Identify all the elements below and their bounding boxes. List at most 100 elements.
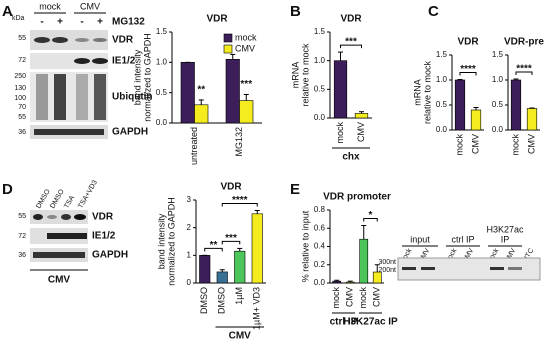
x-tick-label: DMSO bbox=[217, 287, 227, 314]
lane-label: TSA bbox=[63, 194, 76, 210]
y-tick-label: 0.5 bbox=[156, 88, 168, 97]
sign: + bbox=[97, 17, 103, 28]
x-tick-label: mock bbox=[335, 122, 345, 144]
sig-label: * bbox=[369, 210, 373, 221]
sig-label: *** bbox=[240, 79, 252, 90]
marker: 55 bbox=[18, 114, 26, 121]
smear bbox=[76, 74, 88, 120]
sig-bracket bbox=[340, 44, 362, 49]
y-tick-label: 0.6 bbox=[314, 223, 326, 232]
chart-title: VDR bbox=[206, 14, 228, 25]
band bbox=[34, 129, 104, 135]
panel-letter: C bbox=[428, 3, 439, 20]
y-axis-label: band intensity bbox=[132, 49, 142, 105]
treatment-label: MG132 bbox=[112, 17, 145, 28]
panel-letter: A bbox=[2, 3, 13, 20]
band bbox=[74, 214, 86, 220]
sig-bracket bbox=[204, 247, 223, 252]
y-tick-label: 0.5 bbox=[436, 100, 448, 109]
sig-bracket bbox=[221, 240, 241, 245]
blot-label: IE1/2 bbox=[92, 231, 116, 242]
x-tick-label: CMV bbox=[470, 134, 480, 154]
blot-strip bbox=[30, 210, 88, 224]
smear bbox=[54, 74, 66, 120]
band bbox=[34, 37, 50, 43]
band bbox=[47, 215, 57, 219]
bar bbox=[199, 255, 211, 284]
x-tick-label: mock bbox=[510, 134, 520, 156]
bar bbox=[359, 238, 369, 284]
sig-bracket bbox=[221, 203, 258, 207]
blot-d: DMSO DMSO TSA TSA+VD3 55 72 36 VDR IE1/2… bbox=[18, 179, 128, 285]
y-tick-label: 1.5 bbox=[436, 50, 448, 59]
marker: 55 bbox=[18, 213, 26, 220]
panel-letter: D bbox=[2, 181, 13, 198]
y-axis-label: normalized to GAPDH bbox=[166, 197, 176, 286]
x-tick-label: MG132 bbox=[234, 127, 244, 157]
y-axis-label: relative to mock bbox=[422, 60, 432, 124]
y-tick-label: 0.4 bbox=[314, 242, 326, 251]
sig-label: **** bbox=[232, 195, 248, 206]
gel-band bbox=[508, 267, 522, 270]
y-tick-label: 0.0 bbox=[156, 118, 168, 127]
chart-title: VDR promoter bbox=[323, 192, 391, 203]
band bbox=[33, 252, 85, 258]
group-label: chx bbox=[342, 152, 360, 163]
x-tick-label: 1µM+ VD3 bbox=[252, 287, 262, 330]
blot-label: GAPDH bbox=[92, 250, 128, 261]
bar bbox=[333, 60, 348, 119]
y-tick-label: 2 bbox=[187, 223, 192, 232]
sign: - bbox=[40, 17, 43, 28]
x-tick-label: CMV bbox=[356, 122, 366, 142]
y-tick-label: 1.0 bbox=[436, 75, 448, 84]
gel-header: IP bbox=[501, 234, 510, 244]
marker: 72 bbox=[18, 57, 26, 64]
sig-bracket bbox=[515, 71, 533, 75]
sig-bracket bbox=[459, 72, 477, 76]
group-label: mock bbox=[39, 1, 61, 11]
group-label: ctrl IP bbox=[330, 317, 358, 328]
band bbox=[75, 38, 89, 42]
blot-label: VDR bbox=[112, 35, 134, 46]
y-axis-label: % relative to input bbox=[300, 210, 310, 282]
legend-swatch bbox=[223, 44, 233, 54]
x-tick-label: untreated bbox=[189, 127, 199, 165]
x-tick-label: mock bbox=[331, 287, 341, 309]
bar bbox=[372, 271, 382, 284]
sig-label: ** bbox=[210, 240, 218, 251]
group-label: CMV bbox=[80, 1, 100, 11]
bar bbox=[510, 79, 522, 131]
gel-header: H3K27ac bbox=[486, 224, 524, 234]
y-tick-label: 1.5 bbox=[156, 27, 168, 36]
sig-label: **** bbox=[516, 64, 532, 75]
bar bbox=[526, 108, 538, 131]
gel-band bbox=[490, 267, 504, 270]
bar bbox=[225, 58, 240, 124]
marker: 200nt bbox=[378, 267, 396, 274]
y-tick-label: 1 bbox=[187, 250, 192, 259]
marker: 100 bbox=[14, 95, 26, 102]
sig-label: *** bbox=[225, 233, 237, 244]
y-tick-label: 1.5 bbox=[314, 27, 326, 36]
marker: 72 bbox=[18, 233, 26, 240]
bar bbox=[345, 281, 355, 284]
x-tick-label: mock bbox=[358, 287, 368, 309]
x-tick-label: DMSO bbox=[199, 287, 209, 314]
gel-header: input bbox=[410, 234, 430, 244]
sign: + bbox=[57, 17, 63, 28]
bar bbox=[239, 100, 254, 124]
band bbox=[93, 38, 107, 42]
y-axis-label: mRNA bbox=[412, 79, 422, 106]
blot-label: IE1/2 bbox=[112, 56, 136, 67]
bar bbox=[194, 104, 209, 124]
bar bbox=[216, 271, 228, 284]
group-label: H3K27ac IP bbox=[343, 317, 398, 328]
legend-label: CMV bbox=[235, 43, 255, 53]
panel-letter: E bbox=[290, 181, 300, 198]
sig-bracket bbox=[363, 218, 378, 222]
bar bbox=[454, 79, 466, 131]
y-axis-label: band intensity bbox=[156, 213, 166, 269]
gel-band bbox=[402, 267, 416, 270]
band bbox=[52, 37, 68, 43]
